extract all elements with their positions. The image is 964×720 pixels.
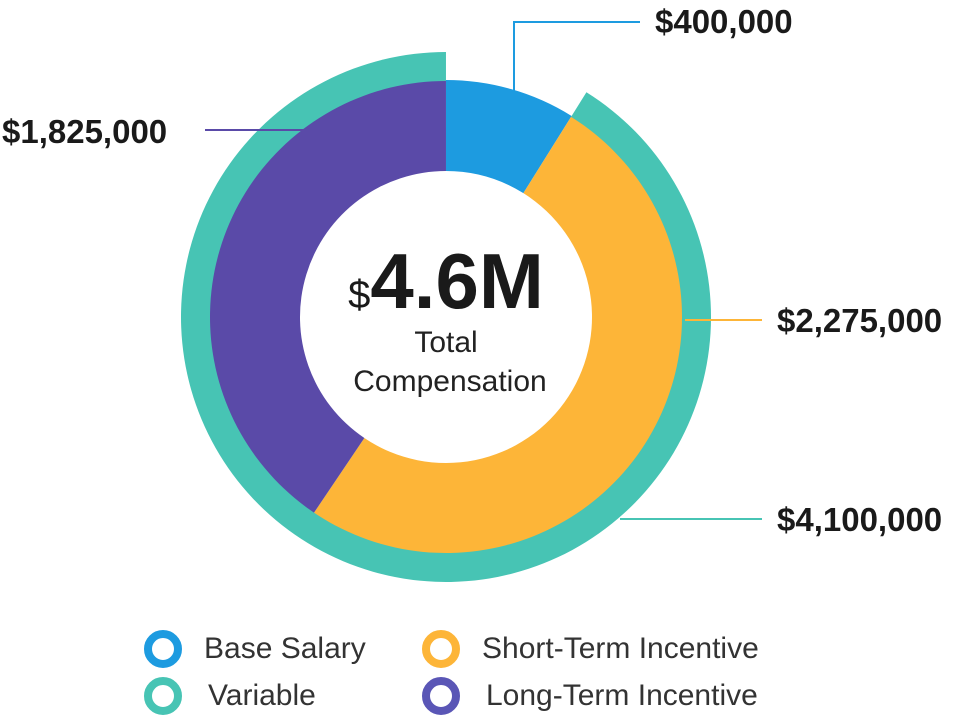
legend-label: Short-Term Incentive — [482, 632, 759, 665]
legend-item-variable: Variable — [144, 677, 316, 715]
slice-long-term-incentive — [209, 80, 446, 514]
legend-label: Variable — [208, 679, 316, 712]
label-variable: $4,100,000 — [777, 501, 942, 538]
ring-icon — [144, 630, 182, 668]
ring-icon — [422, 630, 460, 668]
legend-label: Base Salary — [204, 632, 366, 665]
label-base-salary: $400,000 — [655, 3, 793, 40]
ring-icon — [422, 677, 460, 715]
legend-item-short-term: Short-Term Incentive — [422, 630, 759, 668]
leader-line-base-salary — [513, 21, 640, 95]
center-value: $4.6M — [348, 237, 544, 325]
slice-base-salary — [446, 80, 572, 194]
legend-item-base-salary: Base Salary — [144, 630, 366, 668]
label-long-term: $1,825,000 — [2, 113, 167, 150]
legend-label: Long-Term Incentive — [486, 679, 758, 712]
label-short-term: $2,275,000 — [777, 302, 942, 339]
center-label-line-2: Compensation — [353, 365, 546, 398]
slice-short-term-incentive — [313, 116, 683, 554]
ring-icon — [144, 677, 182, 715]
legend-item-long-term: Long-Term Incentive — [422, 677, 758, 715]
center-label-line-1: Total — [414, 326, 477, 359]
